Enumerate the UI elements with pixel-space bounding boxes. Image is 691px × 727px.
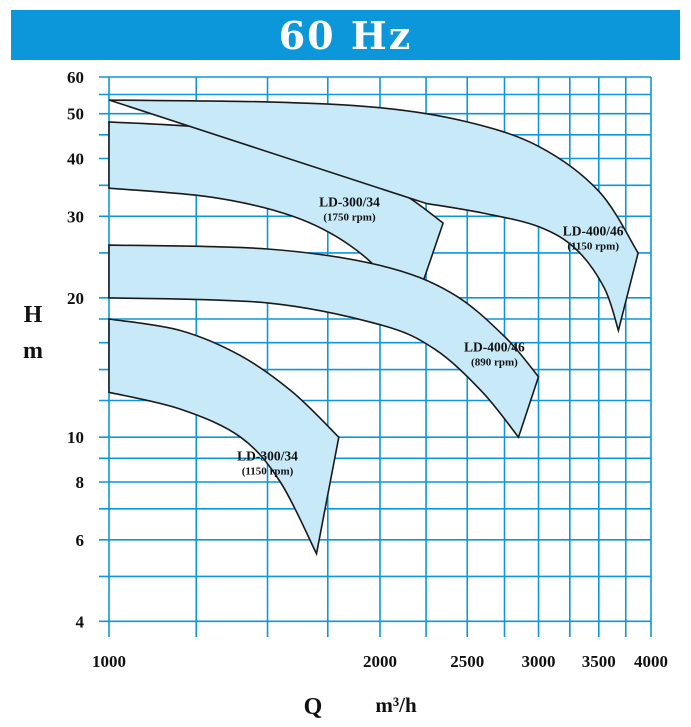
curve-label-name: LD-400/46 (563, 223, 624, 238)
curve-label-name: LD-300/34 (237, 449, 298, 464)
pump-curve-area-3 (108, 244, 540, 439)
y-tick-label: 4 (76, 612, 85, 631)
x-tick-label: 1000 (92, 652, 126, 671)
curve-label-speed: (1150 rpm) (242, 466, 294, 478)
pump-curve-area-4 (108, 318, 340, 557)
y-tick-label: 60 (67, 68, 84, 87)
curve-label-speed: (1150 rpm) (567, 240, 619, 252)
y-axis-unit: m (23, 338, 43, 364)
curve-label-speed: (890 rpm) (471, 357, 518, 369)
y-tick-label: 40 (67, 150, 84, 169)
curve-areas-layer (108, 99, 639, 557)
curve-label-name: LD-400/46 (464, 340, 525, 355)
frequency-banner: 60 Hz (11, 10, 680, 60)
y-tick-label: 8 (76, 473, 85, 492)
y-tick-label: 6 (76, 531, 85, 550)
curve-label-speed: (1750 rpm) (323, 212, 376, 224)
y-tick-label: 50 (67, 105, 84, 124)
y-tick-label: 20 (67, 289, 84, 308)
curve-labels-layer: LD-300/34 (1750 rpm) LD-400/46 (1150 rpm) LD… (237, 195, 624, 478)
y-axis-title: H (24, 302, 43, 328)
x-tick-label: 4000 (634, 652, 668, 671)
x-tick-label: 2500 (450, 652, 484, 671)
x-tick-label: 2000 (363, 652, 397, 671)
y-tick-label: 30 (67, 207, 84, 226)
pump-curve-area-2 (108, 99, 639, 334)
x-axis-title: Q (304, 694, 323, 720)
x-tick-label: 3000 (522, 652, 556, 671)
curve-label-name: LD-300/34 (319, 195, 380, 210)
x-tick-label: 3500 (582, 652, 616, 671)
y-tick-label: 10 (67, 428, 84, 447)
tick-labels-layer: 1000 2000 2500 3000 3500 4000 4 6 8 10 20 30 40 50 60 (67, 68, 668, 671)
x-axis-unit: m³/h (375, 693, 417, 717)
axis-titles-layer: H m Q m³/h (23, 302, 417, 720)
banner-title: 60 Hz (278, 12, 413, 58)
